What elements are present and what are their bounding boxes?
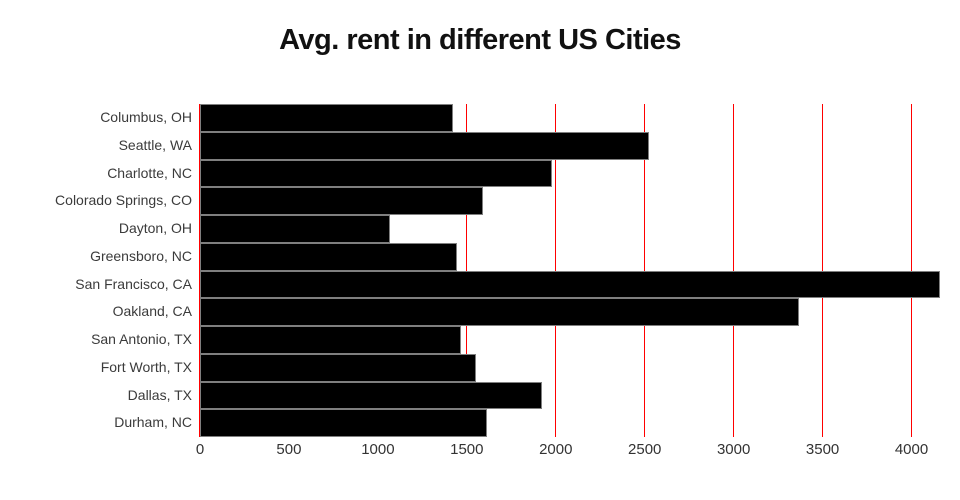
plot-area — [199, 104, 940, 437]
bar[interactable] — [200, 159, 553, 188]
y-tick-label: Fort Worth, TX — [100, 358, 192, 375]
bar[interactable] — [200, 353, 476, 382]
bar[interactable] — [200, 326, 462, 354]
bar[interactable] — [200, 409, 488, 437]
y-tick-label: Colorado Springs, CO — [55, 192, 192, 209]
y-tick-label: Dayton, OH — [118, 220, 192, 236]
x-tick-label: 2500 — [628, 441, 662, 458]
bar[interactable] — [200, 298, 800, 326]
x-tick-label: 1000 — [361, 441, 395, 458]
y-tick-label: San Antonio, TX — [91, 331, 192, 347]
x-tick-label: 0 — [195, 441, 205, 458]
bar[interactable] — [200, 187, 483, 215]
x-tick-label: 500 — [276, 441, 302, 458]
y-tick-label: San Francisco, CA — [75, 275, 192, 292]
x-tick-label: 3500 — [805, 441, 840, 458]
x-tick-label: 2000 — [539, 441, 573, 458]
x-tick-label: 4000 — [894, 441, 929, 458]
gridline — [199, 104, 200, 437]
y-tick-label: Durham, NC — [114, 414, 192, 431]
x-tick-label: 3000 — [716, 441, 751, 458]
y-tick-label: Greensboro, NC — [90, 247, 192, 264]
bar[interactable] — [200, 104, 453, 132]
y-tick-label: Dallas, TX — [127, 386, 192, 403]
y-tick-label: Oakland, CA — [112, 303, 192, 320]
y-tick-label: Seattle, WA — [118, 136, 192, 153]
bar[interactable] — [200, 270, 940, 299]
chart-title: Avg. rent in different US Cities — [279, 24, 681, 56]
x-tick-label: 1500 — [450, 441, 484, 458]
bar[interactable] — [200, 131, 650, 160]
y-tick-label: Columbus, OH — [100, 109, 192, 125]
y-axis-labels: Columbus, OH Seattle, WA Charlotte, NC Colo… — [0, 104, 196, 437]
bar[interactable] — [200, 242, 458, 271]
bar[interactable] — [200, 215, 391, 243]
x-axis-labels: 0 500 1000 1500 2000 2500 3000 3500 4000 — [196, 441, 960, 461]
y-tick-label: Charlotte, NC — [107, 164, 192, 181]
bar[interactable] — [200, 381, 543, 410]
